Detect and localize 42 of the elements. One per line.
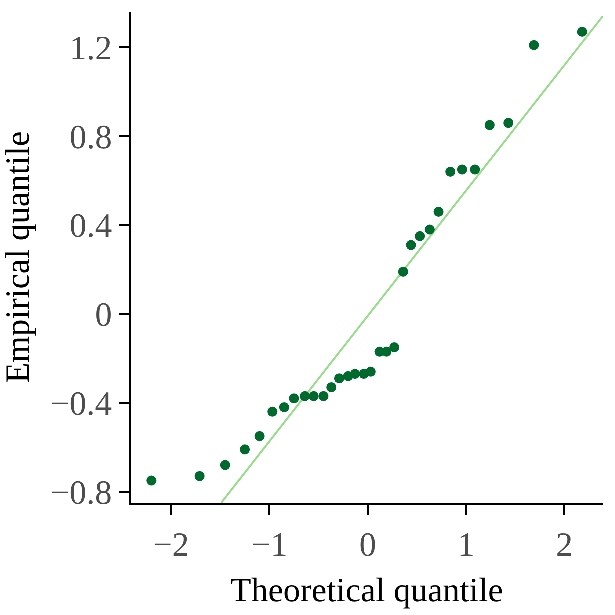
point (308, 391, 319, 402)
point (406, 240, 416, 250)
point (390, 342, 400, 352)
x-tick-label: 2 (556, 526, 574, 564)
point (268, 406, 278, 417)
y-tick-label: −0.8 (50, 474, 112, 512)
point (220, 460, 230, 470)
point (350, 369, 360, 380)
point (254, 431, 265, 442)
point (577, 27, 588, 37)
y-tick-label: 0 (95, 297, 112, 334)
point (382, 346, 392, 357)
point (146, 476, 157, 486)
y-tick-label: −0.4 (50, 386, 112, 423)
point (415, 231, 426, 242)
point (434, 206, 444, 217)
x-tick-label: 0 (359, 526, 376, 564)
y-tick-label: 0.8 (70, 119, 112, 156)
y-tick-label: 0.4 (70, 208, 112, 246)
point (279, 402, 290, 412)
point (194, 471, 205, 482)
point (334, 374, 344, 384)
point (289, 394, 300, 404)
point (484, 120, 495, 130)
point (446, 166, 456, 177)
point (240, 444, 250, 455)
x-tick-label: −2 (153, 526, 190, 564)
point (326, 382, 337, 392)
point (470, 164, 480, 175)
x-axis-title: Theoretical quantile (230, 572, 504, 610)
point (318, 391, 329, 402)
y-axis-title: Empirical quantile (0, 131, 37, 384)
point (457, 164, 468, 175)
x-tick-label: 1 (458, 526, 475, 564)
x-tick-label: −1 (252, 526, 288, 564)
point (504, 118, 514, 128)
y-tick-label: 1.2 (70, 30, 112, 68)
point (529, 40, 540, 50)
point (398, 266, 408, 277)
point (300, 391, 310, 402)
point (424, 224, 435, 235)
point (366, 366, 376, 377)
